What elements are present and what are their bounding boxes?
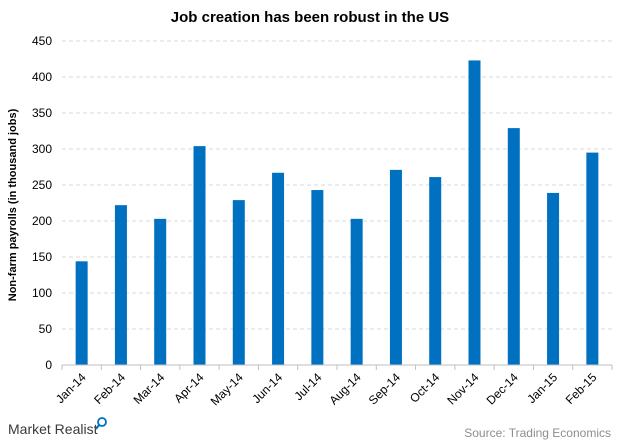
y-tick-label: 350 (32, 106, 52, 120)
bar-jan-15 (547, 192, 560, 365)
bar-jul-14 (311, 190, 324, 365)
x-tick-label: Aug-14 (326, 370, 363, 407)
x-tick-label: Nov-14 (444, 370, 481, 407)
bar-may-14 (232, 200, 245, 365)
y-tick-label: 100 (32, 286, 52, 300)
brand-text: Market Realist (8, 421, 98, 437)
x-tick-label: Oct-14 (407, 370, 443, 406)
x-tick-label: Jun-14 (249, 370, 285, 406)
y-axis-ticks: 0 50 100 150 200 250 300 350 400 450 (32, 34, 52, 372)
x-tick-label: Jan-15 (524, 370, 560, 406)
bar-mar-14 (154, 218, 167, 365)
x-tick-label: Apr-14 (171, 370, 207, 406)
bar-apr-14 (193, 146, 206, 365)
y-tick-label: 400 (32, 70, 52, 84)
bar-nov-14 (468, 60, 481, 365)
y-tick-label: 250 (32, 178, 52, 192)
y-tick-label: 450 (32, 34, 52, 48)
bar-oct-14 (429, 177, 442, 365)
x-tick-label: Feb-15 (563, 370, 600, 407)
x-tick-label: May-14 (208, 370, 246, 408)
x-axis-ticks: Jan-14 Feb-14 Mar-14 Apr-14 May-14 Jun-14 Jul-… (53, 365, 613, 408)
y-tick-label: 300 (32, 142, 52, 156)
y-tick-label: 200 (32, 214, 52, 228)
bar-feb-14 (114, 205, 127, 365)
y-tick-label: 0 (45, 358, 52, 372)
magnifier-icon (95, 417, 107, 430)
x-tick-label: Sep-14 (366, 370, 403, 407)
bar-sep-14 (389, 169, 402, 365)
bar-jun-14 (272, 172, 285, 365)
bar-aug-14 (350, 218, 363, 365)
y-axis-label: Non-farm payrolls (in thousand jobs) (7, 108, 19, 301)
source-text: Source: Trading Economics (464, 426, 611, 440)
bar-jan-14 (75, 261, 88, 365)
x-tick-label: Feb-14 (91, 370, 128, 407)
chart-title: Job creation has been robust in the US (171, 9, 449, 26)
x-tick-label: Dec-14 (484, 370, 521, 407)
x-tick-label: Jul-14 (291, 370, 324, 403)
x-tick-label: Jan-14 (53, 370, 89, 406)
market-realist-logo: Market Realist (8, 417, 107, 437)
gridlines (62, 40, 612, 330)
bars (75, 60, 599, 365)
y-tick-label: 150 (32, 250, 52, 264)
y-tick-label: 50 (39, 322, 53, 336)
x-tick-label: Mar-14 (131, 370, 168, 407)
bar-feb-15 (586, 152, 599, 365)
bar-dec-14 (507, 128, 520, 365)
